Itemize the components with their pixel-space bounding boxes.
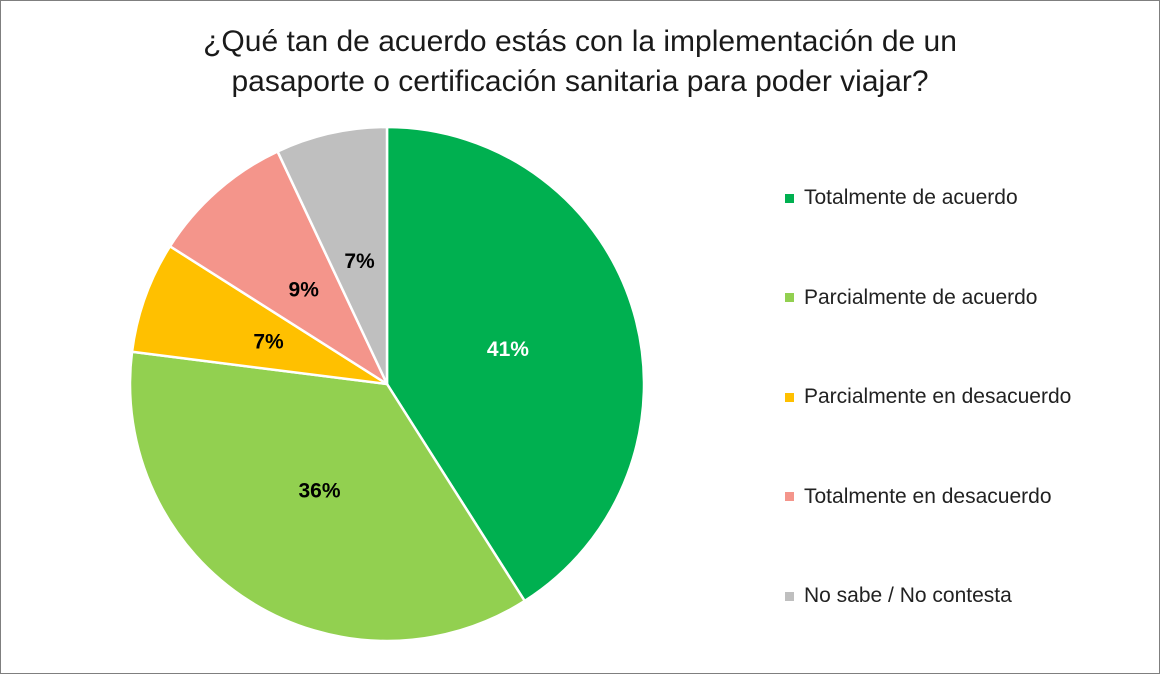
legend-swatch <box>785 392 794 402</box>
chart-title-line-1: ¿Qué tan de acuerdo estás con la impleme… <box>203 25 957 58</box>
legend-swatch <box>785 293 794 302</box>
data-label-0: 41% <box>487 338 529 361</box>
pie-slice-3 <box>168 149 390 388</box>
legend-item: Totalmente en desacuerdo <box>785 485 1052 509</box>
pie-slice-1 <box>128 350 527 643</box>
pie-slice-0 <box>385 125 646 603</box>
data-label-3: 9% <box>289 279 320 302</box>
pie-slice-2 <box>130 244 388 386</box>
legend-item: No sabe / No contesta <box>785 584 1012 608</box>
legend-label: Totalmente de acuerdo <box>804 186 1018 209</box>
data-label-4: 7% <box>344 250 375 273</box>
legend-item: Parcialmente de acuerdo <box>785 286 1037 310</box>
legend-label: Parcialmente de acuerdo <box>804 285 1038 309</box>
chart-title: ¿Qué tan de acuerdo estás con la impleme… <box>0 22 1160 102</box>
legend-label: No sabe / No contesta <box>804 584 1012 607</box>
legend-item: Totalmente de acuerdo <box>785 186 1018 210</box>
data-label-2: 7% <box>253 330 284 353</box>
data-label-1: 36% <box>299 479 341 502</box>
legend-swatch <box>785 591 794 601</box>
chart-title-line-2: pasaporte o certificación sanitaria para… <box>231 65 929 98</box>
legend-swatch <box>785 193 794 203</box>
legend-item: Parcialmente en desacuerdo <box>785 385 1071 409</box>
legend-label: Parcialmente en desacuerdo <box>804 385 1072 408</box>
legend-swatch <box>785 492 794 501</box>
legend-label: Totalmente en desacuerdo <box>804 484 1052 508</box>
pie-slice-4 <box>275 125 389 385</box>
